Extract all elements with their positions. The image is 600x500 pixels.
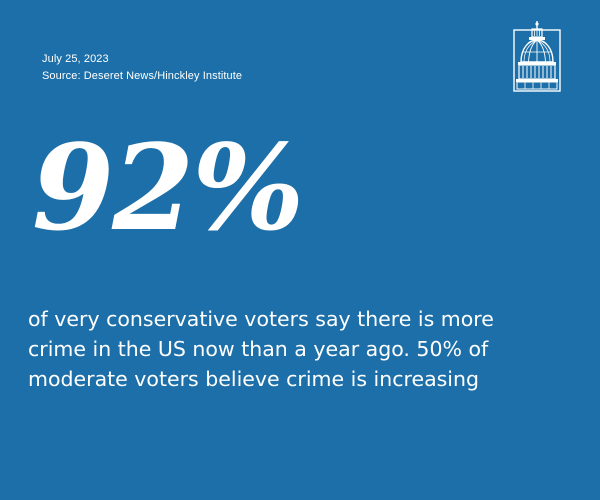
- capitol-dome-icon: [513, 20, 561, 92]
- header-meta: July 25, 2023 Source: Deseret News/Hinck…: [42, 51, 242, 85]
- description-line: crime in the US now than a year ago. 50%…: [28, 337, 489, 361]
- headline-stat: 92%: [32, 118, 304, 257]
- publish-date: July 25, 2023: [42, 53, 109, 65]
- stat-description: of very conservative voters say there is…: [28, 304, 578, 394]
- description-line: moderate voters believe crime is increas…: [28, 367, 480, 391]
- source-credit: Source: Deseret News/Hinckley Institute: [42, 70, 243, 82]
- description-line: of very conservative voters say there is…: [28, 307, 494, 331]
